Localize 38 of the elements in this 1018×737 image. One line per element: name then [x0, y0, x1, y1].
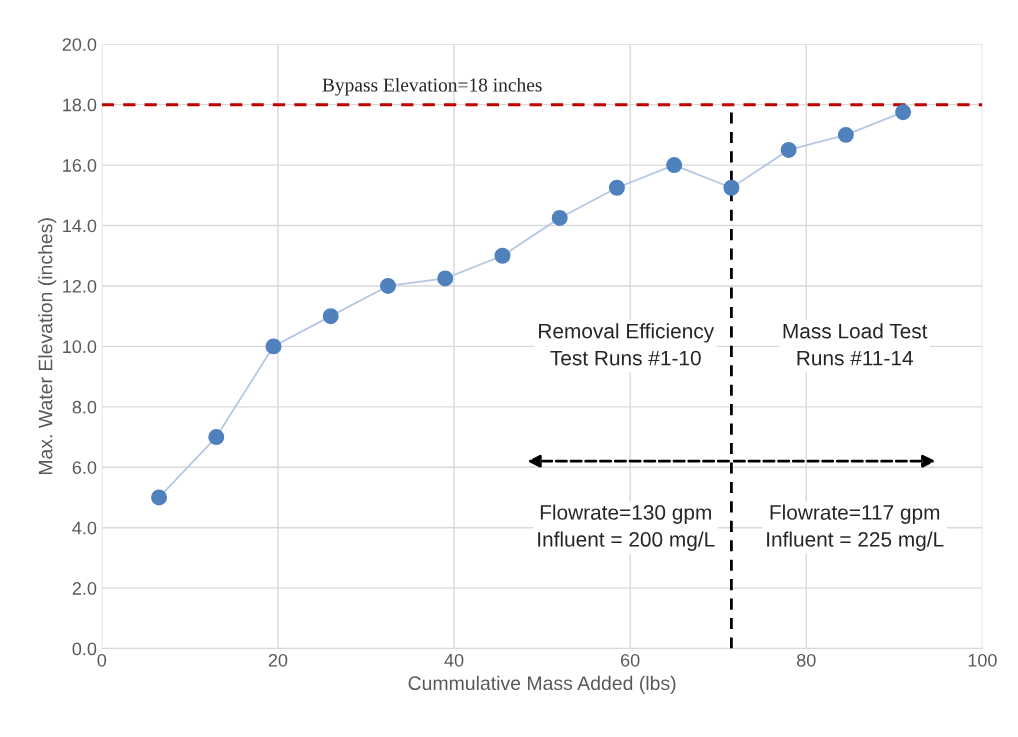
x-tick-label: 0 [97, 653, 107, 667]
x-tick-label: 40 [444, 653, 464, 667]
y-tick-label: 14.0 [63, 219, 97, 233]
point [837, 126, 854, 143]
y-axis-title: Max. Water Elevation (inches) [38, 218, 57, 475]
ref-line-label: Bypass Elevation=18 inches [322, 77, 542, 96]
y-tick-label: 2.0 [72, 582, 97, 595]
point [895, 104, 912, 121]
y-tick-label: 12.0 [63, 279, 97, 293]
y-tick-label: 16.0 [63, 159, 97, 172]
y-tick-label: 10.0 [63, 340, 97, 354]
point [780, 142, 797, 158]
annotation: Mass Load Test Runs #11-14 [783, 323, 928, 366]
annotation: Flowrate=130 gpm Influent = 200 mg/L [538, 504, 715, 551]
annotation: Flowrate=117 gpm Influent = 225 mg/L [767, 504, 944, 551]
y-tick-label: 8.0 [72, 400, 97, 414]
point [494, 247, 511, 264]
point [723, 179, 740, 196]
y-tick-label: 4.0 [72, 521, 97, 535]
point [437, 270, 454, 287]
point [551, 209, 568, 226]
x-tick-label: 100 [968, 653, 997, 667]
y-tick-label: 0.0 [72, 642, 97, 656]
y-tick-label: 20.0 [62, 38, 97, 51]
point [208, 429, 225, 446]
point [265, 338, 282, 355]
x-axis-title: Cummulative Mass Added (lbs) [408, 675, 676, 694]
x-tick-label: 60 [621, 653, 640, 667]
point [380, 277, 396, 294]
y-tick-label: 6.0 [72, 461, 97, 474]
point [666, 157, 683, 174]
point [322, 308, 339, 325]
point [608, 179, 625, 196]
x-tick-label: 20 [268, 653, 288, 667]
x-tick-label: 80 [797, 653, 816, 667]
y-tick-label: 18.0 [63, 98, 97, 112]
annotation: Removal Efficiency Test Runs #1-10 [539, 323, 715, 366]
point [151, 489, 168, 506]
